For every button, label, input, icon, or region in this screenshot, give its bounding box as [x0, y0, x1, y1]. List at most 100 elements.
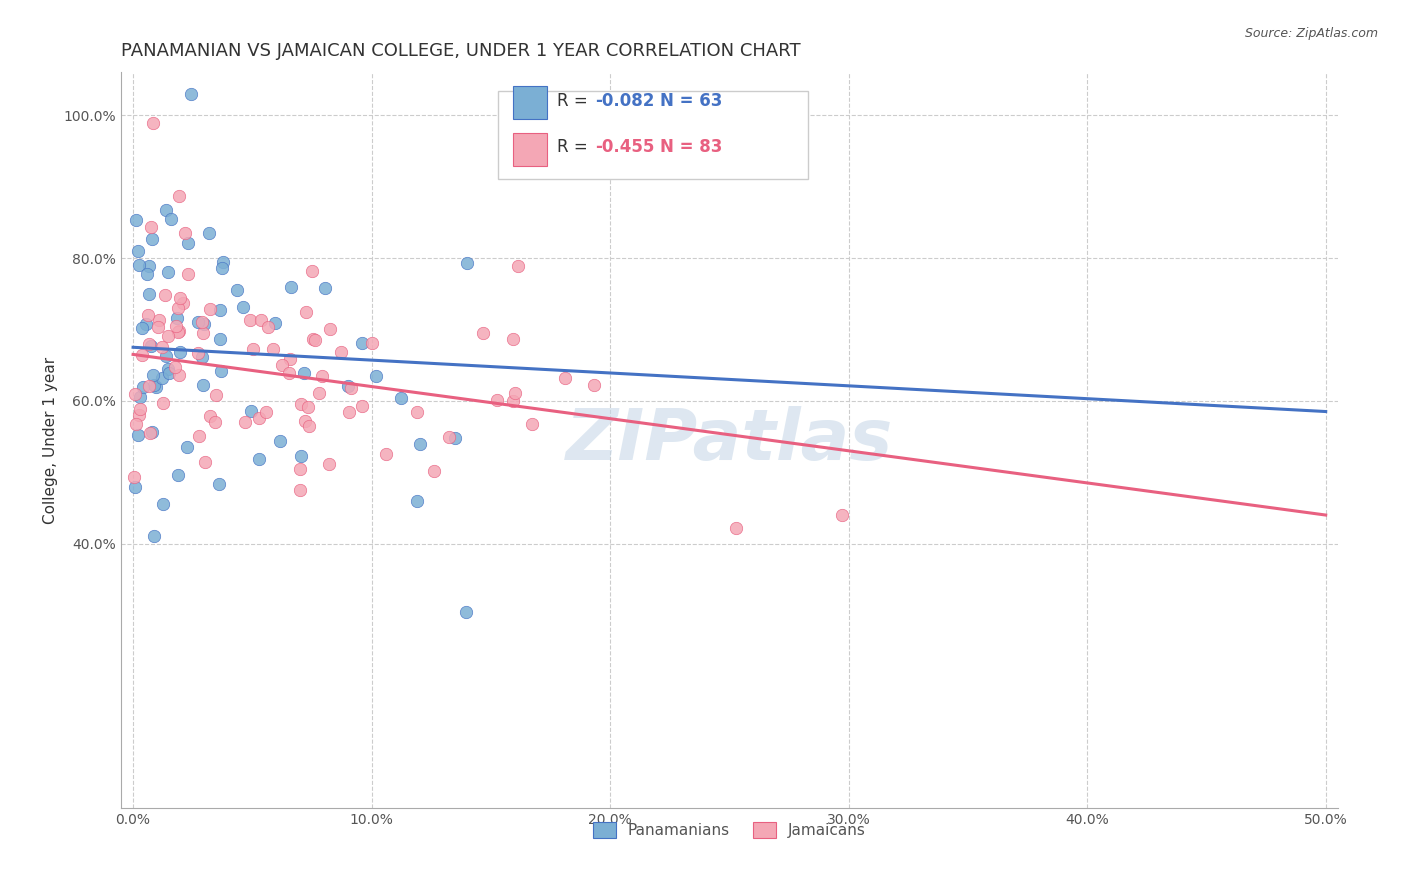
Panamanians	[156, 265, 179, 279]
Jamaicans	[148, 313, 170, 327]
Jamaicans	[169, 291, 191, 305]
Jamaicans	[204, 415, 226, 429]
Panamanians	[138, 287, 160, 301]
Panamanians	[366, 368, 388, 383]
Text: PANAMANIAN VS JAMAICAN COLLEGE, UNDER 1 YEAR CORRELATION CHART: PANAMANIAN VS JAMAICAN COLLEGE, UNDER 1 …	[121, 42, 801, 60]
Jamaicans	[502, 333, 524, 347]
Panamanians	[142, 368, 165, 383]
Jamaicans	[352, 399, 374, 413]
Panamanians	[136, 267, 159, 281]
Jamaicans	[257, 319, 280, 334]
Panamanians	[232, 300, 254, 314]
Jamaicans	[503, 385, 526, 400]
Panamanians	[269, 434, 291, 448]
FancyBboxPatch shape	[513, 86, 547, 119]
Text: ZIPatlas: ZIPatlas	[565, 406, 893, 475]
Jamaicans	[304, 334, 326, 348]
FancyBboxPatch shape	[498, 91, 808, 179]
Panamanians	[209, 333, 232, 347]
Jamaicans	[122, 470, 145, 484]
Jamaicans	[554, 371, 576, 385]
Panamanians	[138, 259, 160, 273]
Jamaicans	[128, 409, 150, 423]
Panamanians	[290, 449, 312, 463]
Jamaicans	[187, 345, 209, 359]
Panamanians	[197, 226, 219, 240]
Jamaicans	[131, 348, 153, 362]
Jamaicans	[271, 358, 294, 372]
Panamanians	[212, 255, 235, 269]
Jamaicans	[308, 386, 330, 401]
Text: N = 63: N = 63	[659, 92, 723, 110]
Jamaicans	[167, 301, 190, 315]
Y-axis label: College, Under 1 year: College, Under 1 year	[44, 357, 58, 524]
Panamanians	[128, 390, 150, 404]
Jamaicans	[153, 287, 176, 301]
Jamaicans	[339, 381, 361, 395]
Panamanians	[247, 452, 270, 467]
Panamanians	[156, 361, 179, 376]
Jamaicans	[165, 319, 187, 334]
Panamanians	[155, 203, 177, 218]
Jamaicans	[169, 368, 191, 382]
Jamaicans	[138, 336, 160, 351]
Panamanians	[187, 315, 209, 329]
FancyBboxPatch shape	[513, 133, 547, 166]
Text: Source: ZipAtlas.com: Source: ZipAtlas.com	[1244, 27, 1378, 40]
Jamaicans	[298, 419, 321, 434]
Jamaicans	[337, 405, 360, 419]
Jamaicans	[405, 405, 427, 419]
Jamaicans	[150, 340, 173, 354]
Panamanians	[239, 404, 262, 418]
Jamaicans	[176, 267, 198, 281]
Jamaicans	[288, 462, 311, 476]
Panamanians	[336, 378, 359, 392]
Jamaicans	[508, 259, 530, 273]
Panamanians	[225, 284, 247, 298]
Panamanians	[409, 437, 432, 451]
Jamaicans	[138, 379, 160, 393]
Panamanians	[132, 380, 155, 394]
Jamaicans	[242, 342, 264, 356]
Jamaicans	[318, 458, 340, 472]
Jamaicans	[194, 455, 217, 469]
Jamaicans	[173, 226, 195, 240]
Jamaicans	[831, 508, 853, 522]
Panamanians	[443, 431, 465, 445]
Jamaicans	[124, 387, 146, 401]
Jamaicans	[167, 188, 190, 202]
Panamanians	[456, 605, 478, 619]
Panamanians	[405, 494, 427, 508]
Panamanians	[142, 529, 165, 543]
Panamanians	[141, 232, 163, 246]
Jamaicans	[169, 324, 191, 338]
Jamaicans	[205, 388, 228, 402]
Jamaicans	[172, 296, 194, 310]
Jamaicans	[374, 447, 396, 461]
Jamaicans	[582, 378, 605, 392]
Jamaicans	[198, 409, 221, 423]
Jamaicans	[318, 322, 340, 336]
Text: -0.455: -0.455	[596, 138, 655, 156]
Panamanians	[193, 317, 215, 331]
Panamanians	[456, 256, 478, 270]
Jamaicans	[129, 402, 152, 417]
Panamanians	[167, 467, 190, 482]
Panamanians	[157, 366, 180, 380]
Panamanians	[127, 244, 149, 258]
Jamaicans	[138, 426, 160, 441]
Panamanians	[264, 316, 287, 330]
Panamanians	[139, 339, 162, 353]
Jamaicans	[290, 483, 312, 498]
Panamanians	[134, 317, 156, 331]
Panamanians	[150, 370, 173, 384]
Text: -0.082: -0.082	[596, 92, 655, 110]
Jamaicans	[262, 342, 284, 356]
Jamaicans	[437, 429, 460, 443]
Jamaicans	[125, 417, 148, 432]
Jamaicans	[302, 332, 325, 346]
Panamanians	[143, 378, 166, 392]
Jamaicans	[254, 405, 277, 419]
Panamanians	[128, 258, 150, 272]
Jamaicans	[277, 366, 299, 380]
